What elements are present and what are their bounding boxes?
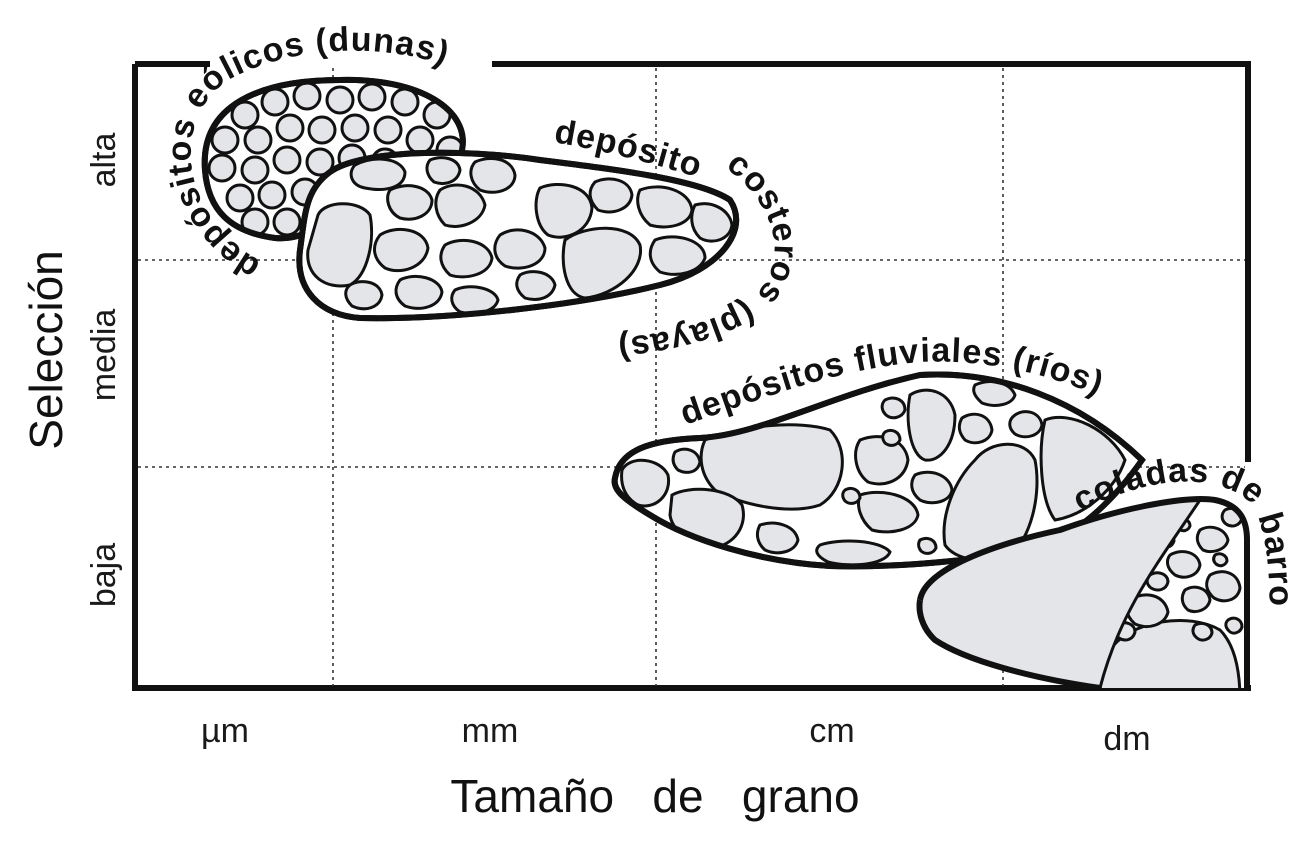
y-tick-baja: baja: [85, 543, 123, 607]
y-tick-alta: alta: [85, 133, 123, 188]
x-tick-dm: dm: [1103, 720, 1150, 758]
region-mudflow: [916, 496, 1250, 691]
x-tick-cm: cm: [809, 712, 854, 750]
y-tick-media: media: [85, 309, 123, 402]
coastal-grains: [306, 156, 734, 315]
y-axis-title: Selección: [20, 250, 72, 449]
x-tick-mm: mm: [462, 712, 519, 750]
x-tick-um: µm: [201, 712, 249, 750]
region-coastal: [296, 149, 740, 322]
x-axis-title: Tamaño de grano: [450, 770, 859, 822]
region-fluvial: [611, 371, 1146, 570]
